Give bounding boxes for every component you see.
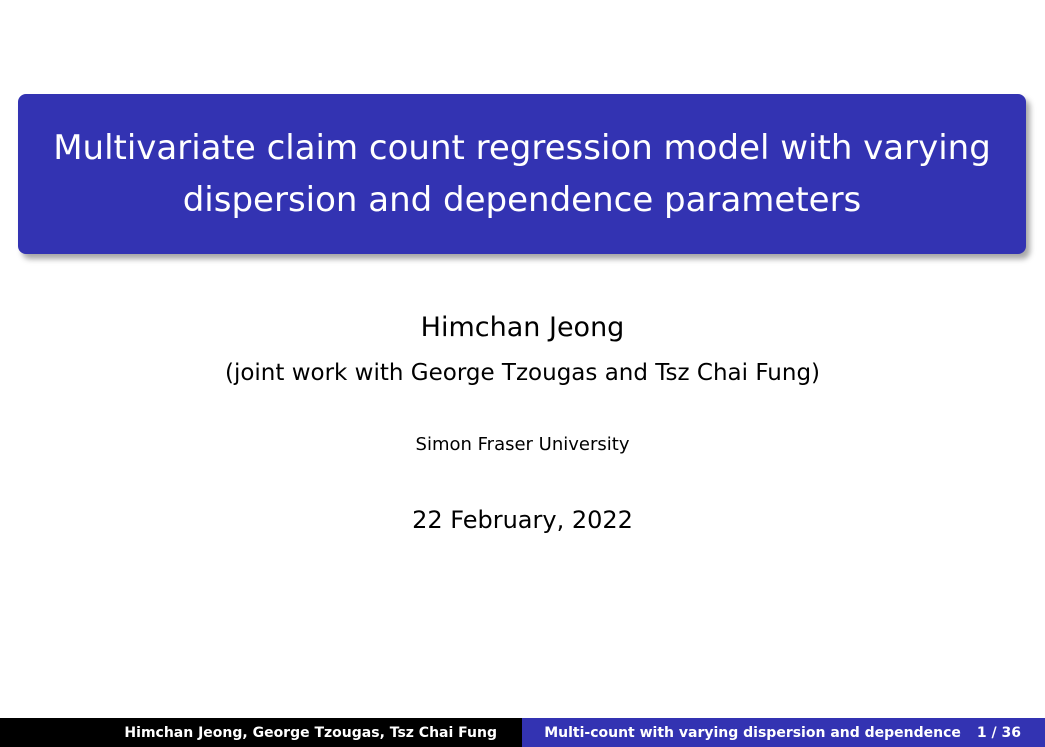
footer-short-title: Multi-count with varying dispersion and … xyxy=(544,724,961,741)
presentation-date: 22 February, 2022 xyxy=(412,506,633,534)
page-number: 1 / 36 xyxy=(976,724,1021,741)
title-block: Multivariate claim count regression mode… xyxy=(18,94,1026,254)
footer-bar: Himchan Jeong, George Tzougas, Tsz Chai … xyxy=(0,718,1045,747)
footer-authors-section: Himchan Jeong, George Tzougas, Tsz Chai … xyxy=(0,718,522,747)
author-name: Himchan Jeong xyxy=(420,312,625,343)
footer-title-section: Multi-count with varying dispersion and … xyxy=(522,718,1045,747)
coauthors-line: (joint work with George Tzougas and Tsz … xyxy=(224,360,821,386)
institution: Simon Fraser University xyxy=(415,434,630,455)
footer-authors: Himchan Jeong, George Tzougas, Tsz Chai … xyxy=(124,724,497,741)
slide-title: Multivariate claim count regression mode… xyxy=(53,128,991,220)
